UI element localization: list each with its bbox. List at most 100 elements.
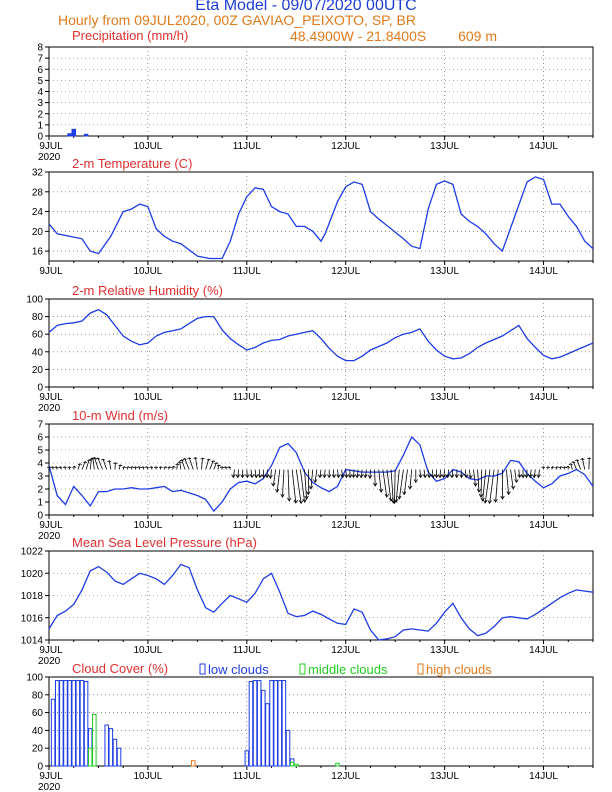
wind-arrowhead	[306, 491, 311, 496]
wind-arrowhead	[158, 466, 163, 469]
wind-arrowhead	[293, 499, 298, 504]
wind-arrowhead	[340, 474, 345, 479]
wind-arrow	[529, 469, 532, 478]
wind-arrow	[526, 469, 528, 478]
wind-arrow	[451, 469, 454, 478]
wind-arrow	[570, 463, 573, 470]
wind-arrow	[403, 469, 408, 495]
wind-arrow	[533, 469, 536, 478]
wind-arrowhead	[92, 457, 97, 460]
legend-label: low clouds	[208, 662, 269, 677]
location-coordinates: 48.4900W - 21.8400S	[290, 28, 427, 44]
wind-arrow	[443, 469, 446, 478]
bar	[108, 728, 114, 767]
wind-arrow	[188, 457, 194, 470]
wind-arrow	[356, 469, 359, 478]
wind-arrowhead	[87, 459, 92, 462]
wind-arrowhead	[126, 466, 131, 469]
panel-title: Cloud Cover (%)	[72, 661, 168, 676]
x-tick-label: 14JUL	[529, 266, 558, 277]
wind-arrow	[94, 457, 99, 470]
bar	[67, 680, 72, 767]
y-tick-label: 5	[37, 446, 43, 457]
panel-frame	[48, 298, 594, 388]
wind-arrow	[102, 459, 108, 470]
wind-arrow	[484, 469, 491, 504]
wind-arrowhead	[373, 482, 378, 487]
wind-arrowhead	[344, 474, 349, 479]
bar	[256, 680, 262, 767]
wind-arrow	[341, 469, 344, 478]
wind-arrowhead	[77, 463, 82, 466]
wind-arrow	[390, 469, 394, 504]
wind-arrow	[427, 469, 430, 478]
y-tick-label: 1020	[21, 569, 44, 580]
wind-arrow	[179, 461, 182, 470]
wind-arrow	[394, 469, 396, 504]
wind-arrow	[324, 469, 326, 478]
wind-arrow	[195, 457, 198, 470]
wind-arrowhead	[214, 462, 219, 465]
wind-arrow	[398, 469, 404, 500]
wind-arrowhead	[358, 474, 364, 479]
wind-arrowhead	[101, 458, 105, 461]
wind-arrow	[287, 469, 290, 501]
y-tick-label: 60	[32, 708, 44, 719]
wind-arrow	[495, 469, 499, 503]
wind-arrow	[332, 469, 335, 478]
y-tick-label: 80	[32, 312, 44, 323]
y-tick-label: 100	[26, 673, 43, 684]
x-tick-label: 9JUL	[39, 771, 63, 782]
wind-arrowhead	[200, 457, 205, 460]
bar	[265, 703, 270, 767]
wind-arrowhead	[367, 474, 373, 479]
series-line	[48, 563, 594, 641]
bar	[335, 762, 340, 767]
wind-arrowhead	[546, 466, 551, 469]
wind-arrowhead	[351, 474, 356, 479]
y-tick-label: 0	[37, 132, 43, 143]
x-tick-label: 12JUL	[331, 645, 360, 656]
wind-arrow	[473, 469, 476, 487]
x-tick-label: 9JUL	[39, 392, 63, 403]
wind-arrow	[310, 469, 314, 489]
wind-arrowhead	[261, 474, 266, 479]
wind-arrowhead	[223, 466, 228, 469]
year-label: 2020	[38, 531, 61, 542]
bar	[252, 680, 258, 767]
panel-title: 2-m Relative Humidity (%)	[72, 283, 223, 298]
wind-arrowhead	[541, 466, 546, 469]
subtitle: Hourly from 09JUL2020, 00Z GAVIAO_PEIXOT…	[58, 12, 416, 28]
wind-arrowhead	[354, 474, 360, 479]
wind-arrowhead	[445, 474, 450, 479]
wind-arrow	[489, 469, 495, 504]
wind-arrow	[295, 469, 302, 504]
legend-swatch	[299, 663, 306, 675]
wind-arrow	[258, 469, 261, 478]
bar	[75, 680, 81, 767]
legend-label: middle clouds	[308, 662, 388, 677]
wind-arrowhead	[562, 466, 567, 469]
y-tick-label: 7	[37, 54, 43, 65]
wind-arrowhead	[493, 498, 498, 503]
wind-arrow	[447, 469, 450, 478]
bar	[83, 133, 89, 137]
wind-arrowhead	[50, 466, 55, 469]
wind-arrowhead	[249, 474, 255, 479]
wind-arrowhead	[514, 479, 519, 484]
panel-title: 10-m Wind (m/s)	[72, 408, 168, 423]
x-tick-label: 13JUL	[430, 771, 459, 782]
wind-arrowhead	[130, 466, 135, 469]
wind-arrow	[518, 469, 520, 478]
wind-arrowhead	[580, 458, 585, 460]
wind-arrow	[576, 459, 582, 470]
x-tick-label: 9JUL	[39, 520, 63, 531]
wind-arrowhead	[175, 463, 180, 466]
wind-arrowhead	[302, 498, 307, 503]
x-tick-label: 11JUL	[233, 392, 262, 403]
wind-arrowhead	[473, 482, 478, 487]
bar	[112, 738, 118, 767]
y-tick-label: 6	[37, 433, 43, 444]
wind-arrowhead	[193, 457, 198, 460]
series-line	[48, 308, 594, 362]
